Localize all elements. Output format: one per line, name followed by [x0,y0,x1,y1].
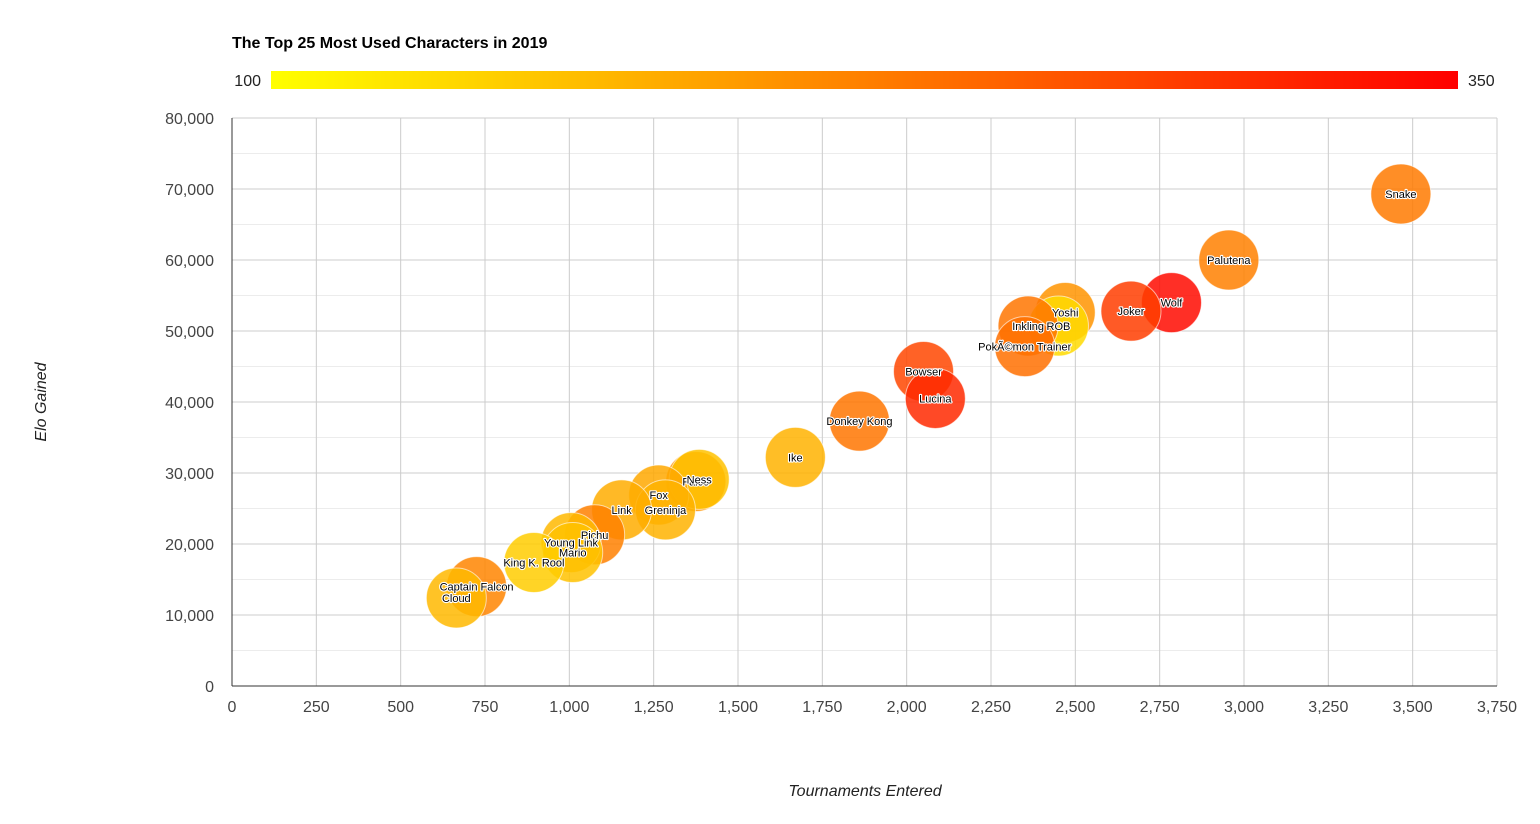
bubble-label: Snake [1385,189,1416,201]
y-tick-label: 50,000 [165,324,214,341]
x-tick-label: 500 [387,699,414,716]
bubbles [425,163,1432,629]
bubble-label: Young Link [544,538,599,550]
bubble[interactable] [764,426,826,488]
x-tick-label: 2,000 [887,699,927,716]
bubble-label: King K. Rool [503,557,564,569]
bubble-label: Yoshi [1052,308,1079,320]
bubble-label: Joker [1118,306,1145,318]
y-axis-title: Elo Gained [33,361,50,441]
bubble-label: Ike [788,452,803,464]
bubble-label: ROB [1047,321,1071,333]
bubble-label: Falco [682,477,709,489]
y-tick-label: 60,000 [165,253,214,270]
bubble[interactable] [1198,229,1260,291]
bubble[interactable] [904,367,966,429]
x-tick-label: 0 [228,699,237,716]
axes [231,118,1497,687]
x-axis-ticks: 0 250 500 750 1,000 1,250 1,500 1,750 2,000 2,250… [228,699,1518,716]
bubble-label: Palutena [1207,255,1251,267]
bubble-label: Inkling [1012,321,1044,333]
y-axis-ticks: 0 10,000 20,000 30,000 40,000 50,000 60,000 70,… [165,111,214,696]
y-tick-label: 0 [205,679,214,696]
color-axis-max-label: 350 [1468,73,1495,90]
bubble-label: PokÃ©mon Trainer [978,341,1071,354]
color-axis-min-label: 100 [234,73,261,90]
bubble-label: Cloud [442,593,471,605]
x-tick-label: 1,250 [634,699,674,716]
x-tick-label: 1,000 [549,699,589,716]
bubble-label: Bowser [905,366,942,378]
x-tick-label: 1,750 [802,699,842,716]
y-tick-label: 70,000 [165,182,214,199]
y-tick-label: 10,000 [165,608,214,625]
bubble-label: Donkey Kong [826,416,892,428]
x-tick-label: 3,000 [1224,699,1264,716]
y-tick-label: 20,000 [165,537,214,554]
bubble-label: Lucina [919,393,952,405]
x-tick-label: 2,250 [971,699,1011,716]
bubble-label: Pichu [581,530,609,542]
bubble-label: Captain Falcon [440,582,514,594]
y-tick-label: 30,000 [165,466,214,483]
x-tick-label: 1,500 [718,699,758,716]
bubble[interactable] [994,316,1056,378]
x-tick-label: 2,750 [1140,699,1180,716]
bubble[interactable] [503,531,565,593]
bubble-label: Fox [650,490,669,502]
bubble-label: Ness [687,474,713,486]
bubble-label: Wolf [1161,298,1184,310]
bubble[interactable] [1370,163,1432,225]
bubble-label: Link [612,505,633,517]
bubble-label: Greninja [645,505,687,517]
bubble[interactable] [1100,280,1162,342]
y-tick-label: 40,000 [165,395,214,412]
bubble[interactable] [828,390,890,452]
x-tick-label: 3,500 [1393,699,1433,716]
x-tick-label: 250 [303,699,330,716]
x-tick-label: 3,250 [1308,699,1348,716]
bubble-label: Mario [559,548,587,560]
chart-title: The Top 25 Most Used Characters in 2019 [232,35,547,52]
bubble[interactable] [425,567,487,629]
y-tick-label: 80,000 [165,111,214,128]
color-axis-gradient-bar [271,71,1458,89]
x-axis-title: Tournaments Entered [788,783,942,800]
x-tick-label: 3,750 [1477,699,1517,716]
x-tick-label: 2,500 [1055,699,1095,716]
x-tick-label: 750 [472,699,499,716]
